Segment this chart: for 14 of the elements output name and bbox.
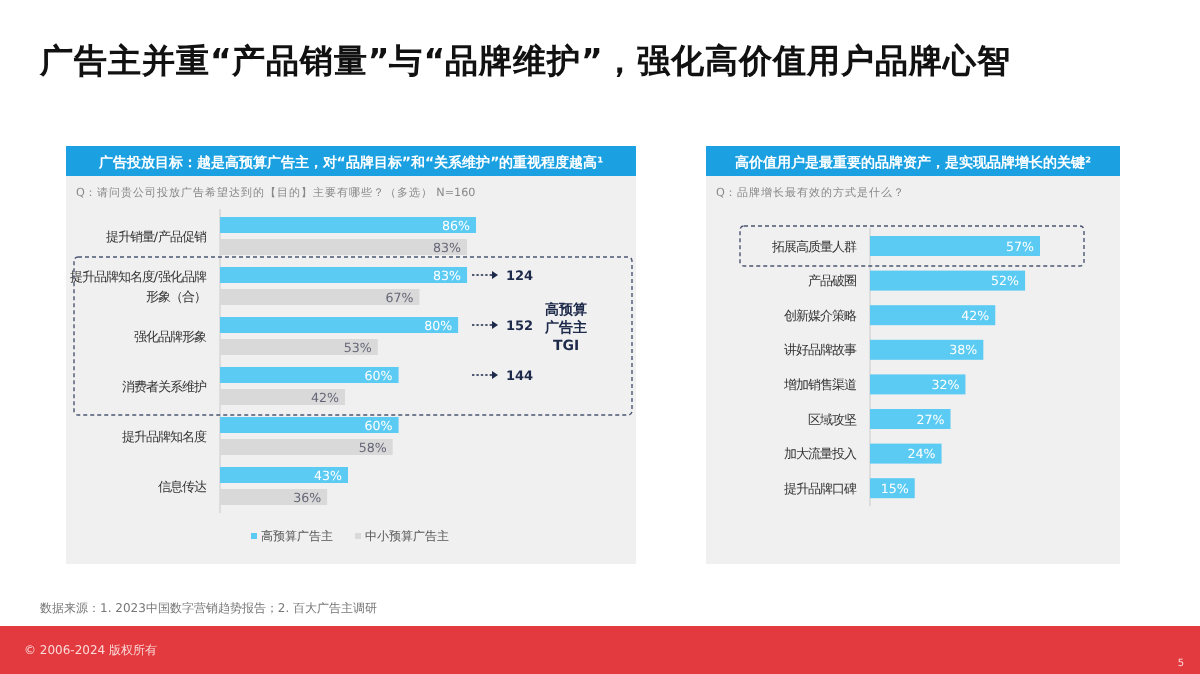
bar — [220, 217, 476, 233]
bar — [220, 417, 399, 433]
bar — [870, 270, 1026, 291]
bar — [220, 367, 399, 383]
bar — [870, 339, 984, 360]
bar — [220, 267, 468, 283]
bar — [870, 236, 1040, 256]
bar — [220, 467, 348, 483]
bar — [220, 317, 459, 333]
text: 广告主并重“产品销量”与“品牌维护”，强化高价值用户品牌心智 — [38, 42, 1011, 80]
bar — [870, 374, 966, 395]
bar — [870, 443, 942, 464]
bar — [870, 305, 996, 326]
bar — [870, 409, 951, 429]
